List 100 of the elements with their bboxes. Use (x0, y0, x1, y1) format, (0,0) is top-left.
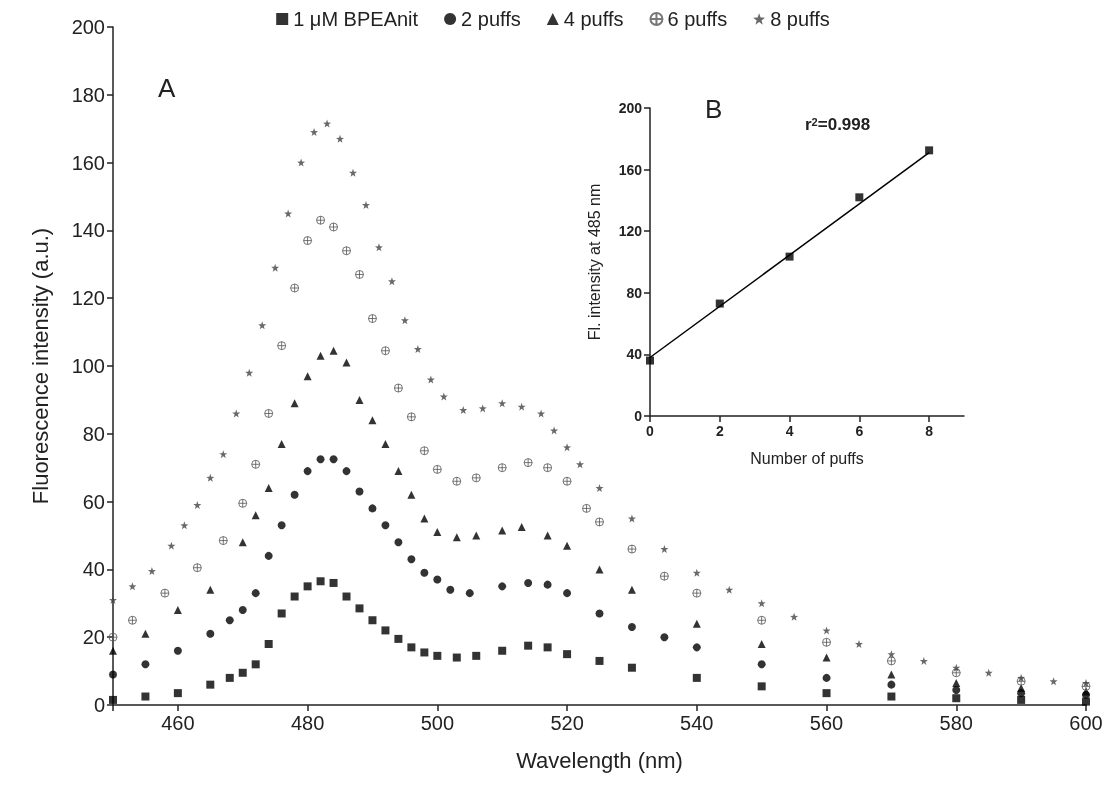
point (472, 531, 481, 540)
point (543, 531, 552, 540)
point (757, 615, 767, 625)
point (342, 592, 351, 601)
point (303, 467, 312, 476)
point (336, 134, 345, 143)
point (109, 646, 117, 655)
point (543, 580, 552, 589)
point (109, 670, 117, 679)
point (452, 653, 461, 662)
point (497, 463, 507, 473)
point (543, 643, 552, 652)
point (627, 514, 636, 523)
point (290, 592, 299, 601)
legend-label: 4 puffs (563, 8, 624, 30)
point (951, 668, 961, 678)
point (757, 639, 766, 648)
point (400, 316, 409, 325)
point (433, 528, 442, 537)
point (925, 146, 934, 155)
point (524, 578, 533, 587)
point (173, 606, 182, 615)
point (952, 663, 961, 672)
point (264, 551, 273, 560)
point (562, 476, 572, 486)
point (523, 458, 533, 468)
y-tick-label: 40 (626, 346, 643, 363)
y-tick-label: 100 (71, 355, 105, 377)
point (180, 521, 189, 530)
point (206, 473, 215, 482)
point (251, 660, 260, 669)
point (419, 446, 429, 456)
x-tick-label: 4 (785, 423, 794, 439)
point (355, 604, 364, 613)
point (329, 578, 338, 587)
point (206, 680, 215, 689)
point (251, 589, 260, 598)
y-tick-label: 40 (82, 558, 105, 581)
point (627, 623, 636, 632)
y-axis-title: Fluorescence intensity (a.u.) (27, 227, 53, 505)
point (173, 689, 182, 698)
point (264, 484, 273, 493)
point (433, 575, 442, 584)
point (692, 619, 701, 628)
point (349, 168, 358, 177)
point (627, 544, 637, 554)
point (329, 455, 338, 464)
y-tick-label: 0 (93, 694, 105, 716)
point (368, 416, 377, 425)
point (433, 651, 442, 660)
point (887, 680, 896, 689)
point (342, 467, 351, 476)
y-tick-label: 20 (82, 626, 105, 649)
point (381, 626, 390, 635)
point (277, 439, 286, 448)
point (316, 215, 326, 225)
point (310, 128, 319, 137)
point (420, 568, 429, 577)
legend-label: 8 puffs (770, 8, 830, 30)
point (660, 545, 669, 554)
point (173, 646, 182, 655)
point (141, 692, 150, 701)
point (206, 629, 215, 638)
point (563, 589, 572, 598)
point (498, 582, 507, 591)
point (887, 692, 896, 701)
annotation: A (158, 73, 176, 103)
point (420, 514, 429, 523)
point (407, 643, 416, 652)
y-axis-title: Fl. intensity at 485 nm (585, 183, 603, 341)
point (550, 426, 559, 435)
point (471, 473, 481, 483)
point (193, 500, 202, 509)
point (206, 585, 215, 594)
x-tick-label: 6 (855, 423, 864, 439)
point (225, 673, 234, 682)
point (407, 555, 416, 564)
point (303, 236, 313, 246)
point (855, 193, 864, 202)
point (563, 650, 572, 659)
point (725, 585, 734, 594)
point (543, 463, 553, 473)
point (627, 663, 636, 672)
point (361, 200, 370, 209)
y-tick-label: 200 (618, 100, 643, 116)
point (1082, 697, 1090, 706)
point (329, 222, 339, 232)
x-axis-title: Number of puffs (750, 449, 864, 467)
x-tick-label: 580 (939, 712, 973, 734)
point (232, 409, 241, 418)
y-tick-label: 140 (71, 219, 105, 242)
y-tick-label: 80 (626, 284, 643, 301)
point (563, 541, 572, 550)
y-tick-label: 120 (71, 287, 105, 310)
point (374, 243, 383, 252)
point (329, 346, 338, 355)
point (380, 346, 390, 356)
point (225, 616, 234, 625)
point (1016, 676, 1026, 686)
point (439, 392, 448, 401)
